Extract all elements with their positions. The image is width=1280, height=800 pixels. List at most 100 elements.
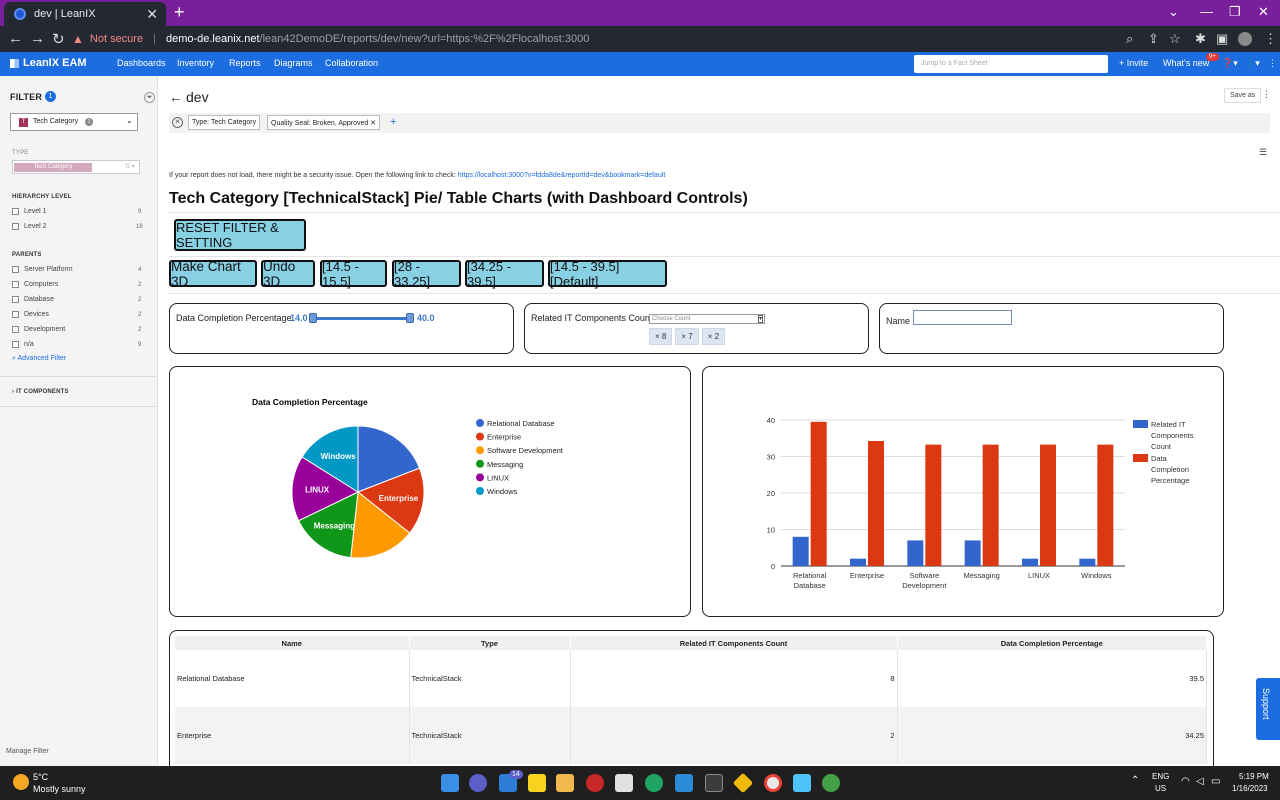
leanix-logo[interactable]: LeanIX EAM <box>10 57 87 69</box>
app-icon[interactable] <box>586 774 604 792</box>
bar[interactable] <box>792 536 809 566</box>
user-menu-icon[interactable]: 👤▾ <box>1244 58 1260 68</box>
undo-3d-button[interactable]: Undo 3D <box>261 259 315 289</box>
parent-checkbox[interactable] <box>12 311 19 318</box>
add-filter-icon[interactable]: + <box>390 116 397 128</box>
extensions-icon[interactable]: ✱ <box>1195 31 1206 46</box>
it-components-section[interactable]: › IT COMPONENTS <box>12 389 69 395</box>
column-header-name[interactable]: Name <box>175 636 410 650</box>
nav-reports[interactable]: Reports <box>229 58 261 68</box>
column-header-type[interactable]: Type <box>409 636 571 650</box>
wifi-icon[interactable]: ◠ <box>1181 776 1190 787</box>
binance-icon[interactable] <box>732 772 754 794</box>
bar[interactable] <box>907 540 924 566</box>
parent-checkbox[interactable] <box>12 296 19 303</box>
help-icon[interactable]: ❓▾ <box>1222 58 1238 68</box>
weather-sun-icon[interactable] <box>13 774 29 790</box>
battery-icon[interactable]: ▭ <box>1211 776 1221 787</box>
browser-menu-icon[interactable]: ⋮ <box>1264 31 1277 46</box>
file-explorer-icon[interactable] <box>556 774 574 792</box>
minimize-icon[interactable]: — <box>1200 4 1213 19</box>
choose-count-select[interactable]: Choose Count ▾ <box>649 314 765 324</box>
range-28-33-button[interactable]: [28 - 33.25] <box>392 259 461 289</box>
count-chip[interactable]: × 2 <box>701 328 726 345</box>
table-view-icon[interactable]: ☰ <box>1259 147 1268 157</box>
parent-checkbox[interactable] <box>12 326 19 333</box>
filter-chip-quality-seal[interactable]: Quality Seal: Broken, Approved ✕ <box>267 115 381 130</box>
bar[interactable] <box>925 444 942 566</box>
table-row[interactable]: Enterprise TechnicalStack 2 34.25 <box>175 707 1207 764</box>
pie-slice[interactable] <box>357 425 421 493</box>
reload-icon[interactable]: ↻ <box>52 31 65 48</box>
store-icon[interactable] <box>615 774 633 792</box>
bookmark-star-icon[interactable]: ☆ <box>1169 31 1181 46</box>
column-header-count[interactable]: Related IT Components Count <box>570 636 898 650</box>
share-icon[interactable]: ⇪ <box>1148 31 1159 46</box>
side-panel-icon[interactable]: ▣ <box>1216 31 1229 46</box>
pie-slice[interactable] <box>350 491 411 559</box>
fact-sheet-type-select[interactable]: T Tech Category 1 ⌄ <box>10 113 138 131</box>
level-2-checkbox[interactable] <box>12 223 19 230</box>
terminal-icon[interactable] <box>705 774 723 792</box>
count-chip[interactable]: × 8 <box>649 328 673 345</box>
nav-collaboration[interactable]: Collaboration <box>325 58 379 68</box>
parent-checkbox[interactable] <box>12 341 19 348</box>
column-header-completion[interactable]: Data Completion Percentage <box>897 636 1207 650</box>
parent-checkbox[interactable] <box>12 281 19 288</box>
clear-filters-icon[interactable]: ✕ <box>172 117 183 128</box>
manage-filter-link[interactable]: Manage Filter <box>6 748 49 755</box>
range-default-button[interactable]: [14.5 - 39.5] [Default] <box>548 259 667 289</box>
tab-search-icon[interactable]: ⌄ <box>1168 4 1179 19</box>
bar[interactable] <box>982 444 999 566</box>
clock-time[interactable]: 5:19 PM <box>1239 772 1269 781</box>
address-bar[interactable]: ▲ Not secure | demo-de.leanix.net /lean4… <box>72 29 1122 49</box>
vscode-icon[interactable] <box>675 774 693 792</box>
language-label[interactable]: ENG <box>1152 772 1170 781</box>
pie-slice[interactable] <box>297 491 359 559</box>
bar[interactable] <box>810 421 827 566</box>
start-icon[interactable] <box>441 774 459 792</box>
range-14-15-button[interactable]: [14.5 - 15.5] <box>320 259 387 289</box>
new-tab-button[interactable]: + <box>174 2 185 22</box>
advanced-filter-link[interactable]: ⌕ Advanced Filter <box>12 355 66 363</box>
nav-dashboards[interactable]: Dashboards <box>117 58 166 68</box>
pie-slice[interactable] <box>291 456 360 522</box>
collapse-filter-icon[interactable]: ⏷ <box>144 92 155 103</box>
table-row[interactable]: Relational Database TechnicalStack 8 39.… <box>175 650 1207 707</box>
bar[interactable] <box>868 440 884 566</box>
nav-inventory[interactable]: Inventory <box>177 58 215 68</box>
make-chart-3d-button[interactable]: Make Chart 3D <box>169 259 257 289</box>
back-arrow-icon[interactable]: ← <box>169 89 183 105</box>
bar[interactable] <box>1022 558 1038 566</box>
edge-icon[interactable] <box>645 774 663 792</box>
chrome-icon[interactable] <box>764 774 782 792</box>
bar[interactable] <box>964 540 981 566</box>
pie-slice[interactable] <box>357 467 425 534</box>
invite-button[interactable]: + Invite <box>1119 58 1149 68</box>
bar[interactable] <box>850 558 866 566</box>
maximize-icon[interactable]: ❐ <box>1229 4 1241 19</box>
profile-avatar[interactable] <box>1238 32 1252 46</box>
save-as-button[interactable]: Save as <box>1224 88 1262 103</box>
volume-icon[interactable]: ◁ <box>1196 776 1204 787</box>
pie-slice[interactable] <box>301 425 359 493</box>
bar[interactable] <box>1040 444 1056 566</box>
slider-max-handle[interactable] <box>406 313 414 323</box>
chevron-up-icon[interactable]: ⌃ <box>1131 775 1140 786</box>
slider-min-handle[interactable] <box>309 313 317 323</box>
report-menu-icon[interactable]: ⋮ <box>1262 89 1271 99</box>
browser-tab[interactable]: dev | LeanIX ✕ <box>4 2 166 26</box>
globe-icon[interactable] <box>822 774 840 792</box>
forward-icon[interactable]: → <box>30 30 45 47</box>
bar[interactable] <box>1079 558 1096 566</box>
more-menu-icon[interactable]: ⋮ <box>1268 58 1277 68</box>
name-input[interactable] <box>913 310 1012 325</box>
type-value-select[interactable]: Tech Category ⇅ ▾ <box>12 160 140 174</box>
support-button[interactable]: Support <box>1256 678 1280 740</box>
notice-link[interactable]: https://localhost:3000?v=fdda8de&reportI… <box>457 172 666 179</box>
notepad-icon[interactable] <box>793 774 811 792</box>
bar[interactable] <box>1097 444 1114 566</box>
level-1-checkbox[interactable] <box>12 208 19 215</box>
reset-filter-button[interactable]: RESET FILTER & SETTING <box>174 219 306 251</box>
parent-checkbox[interactable] <box>12 266 19 273</box>
